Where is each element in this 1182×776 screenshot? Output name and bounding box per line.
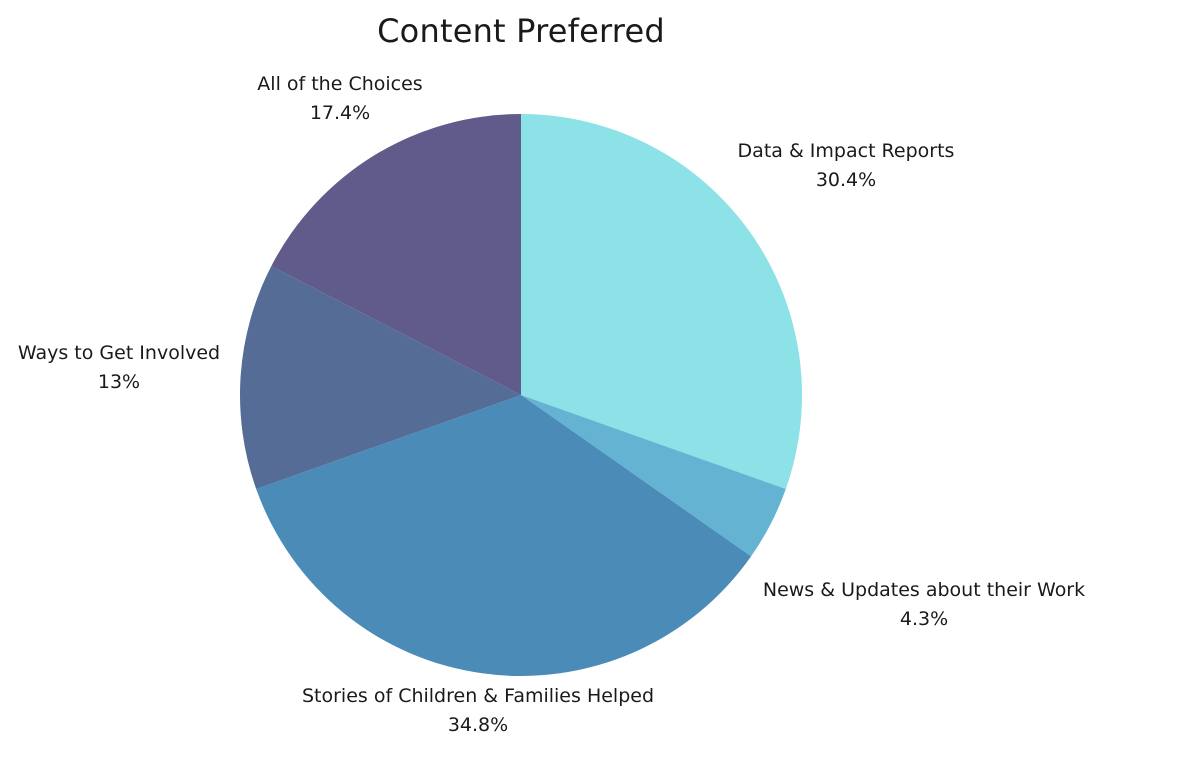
label-percent: 13% [97, 371, 141, 393]
label-percent: 34.8% [447, 714, 509, 736]
label-percent: 17.4% [309, 102, 371, 124]
label-all-of-the-choices: All of the Choices 17.4% [257, 70, 422, 128]
pie-slice-news-updates-about-their-work [521, 395, 786, 557]
pie-slice-stories-of-children-families-helped [256, 395, 752, 676]
label-name: Ways to Get Involved [17, 342, 221, 364]
pie-slice-ways-to-get-involved [239, 266, 521, 490]
label-percent: 30.4% [815, 169, 877, 191]
label-news-updates: News & Updates about their Work 4.3% [763, 576, 1085, 634]
label-percent: 4.3% [899, 608, 949, 630]
chart-title: Content Preferred [377, 12, 665, 50]
label-name: All of the Choices [257, 73, 423, 95]
label-stories-children-families: Stories of Children & Families Helped 34… [302, 682, 654, 740]
label-name: Stories of Children & Families Helped [301, 685, 655, 707]
pie-slice-all-of-the-choices [271, 113, 521, 395]
label-ways-to-get-involved: Ways to Get Involved 13% [18, 339, 220, 397]
label-name: Data & Impact Reports [737, 140, 955, 162]
pie-slices [239, 113, 802, 676]
label-data-impact-reports: Data & Impact Reports 30.4% [738, 137, 955, 195]
pie-slice-data-impact-reports [521, 114, 802, 490]
label-name: News & Updates about their Work [762, 579, 1086, 601]
